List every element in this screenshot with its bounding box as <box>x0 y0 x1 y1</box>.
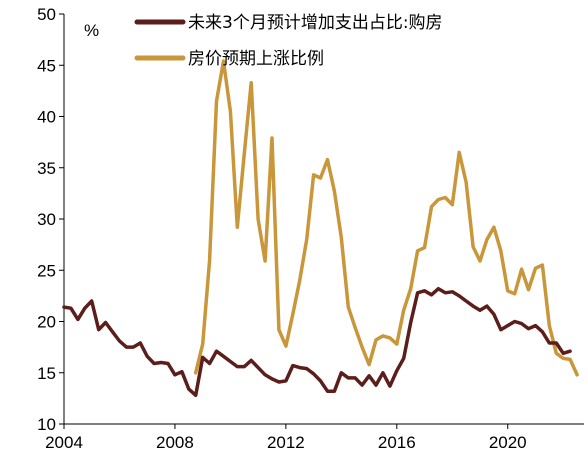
legend-label-2: 房价预期上涨比例 <box>188 49 324 69</box>
series-lines <box>62 59 579 398</box>
y-tick-label: 30 <box>37 210 56 229</box>
y-tick-label: 35 <box>37 159 56 178</box>
y-tick-label: 10 <box>37 415 56 434</box>
axes <box>63 14 584 425</box>
y-unit-label: % <box>84 21 99 40</box>
x-tick-label: 2016 <box>378 433 416 452</box>
y-tick-label: 25 <box>37 261 56 280</box>
y-tick-label: 15 <box>37 364 56 383</box>
y-tick-label: 45 <box>37 56 56 75</box>
x-axis-ticks: 2004 2008 2012 2016 2020 <box>45 424 527 452</box>
y-axis-ticks: 10 15 20 25 30 35 40 45 50 <box>37 5 64 434</box>
series-line-2 <box>193 59 579 377</box>
x-tick-label: 2004 <box>45 433 83 452</box>
legend-item-2: 房价预期上涨比例 <box>134 49 324 69</box>
x-tick-label: 2008 <box>156 433 194 452</box>
series-line-1 <box>62 286 572 398</box>
y-tick-label: 40 <box>37 108 56 127</box>
legend-item-1: 未来3个月预计增加支出占比:购房 <box>134 13 443 33</box>
x-tick-label: 2020 <box>489 433 527 452</box>
x-tick-label: 2012 <box>267 433 305 452</box>
y-tick-label: 50 <box>37 5 56 24</box>
legend: 未来3个月预计增加支出占比:购房 房价预期上涨比例 <box>134 13 443 69</box>
y-tick-label: 20 <box>37 313 56 332</box>
legend-label-1: 未来3个月预计增加支出占比:购房 <box>188 13 443 33</box>
